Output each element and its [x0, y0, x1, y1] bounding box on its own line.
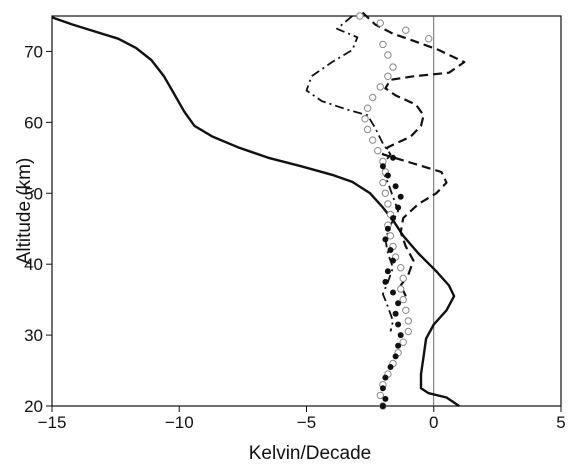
- open-circle-point: [389, 63, 397, 71]
- filled-circle-point: [397, 332, 404, 339]
- open-circle-point: [399, 295, 407, 304]
- open-circle-point: [384, 72, 392, 81]
- filled-circle-point: [384, 225, 391, 232]
- filled-circle-point: [389, 154, 396, 161]
- plot-frame: [51, 15, 562, 407]
- filled-circle-point: [382, 374, 389, 381]
- filled-circle-point: [387, 363, 394, 370]
- series-dashed-line: [361, 11, 466, 297]
- open-circle-point: [376, 19, 384, 27]
- filled-circle-point: [395, 342, 402, 349]
- y-tick-label: 70: [24, 42, 43, 61]
- filled-circle-point: [382, 395, 389, 402]
- open-circle-point: [379, 40, 387, 49]
- x-tick-label: −10: [165, 413, 194, 432]
- filled-circle-point: [379, 385, 386, 392]
- filled-circle-point: [395, 204, 402, 211]
- filled-circle-point: [395, 300, 402, 307]
- open-circle-point: [376, 391, 384, 400]
- filled-circle-point: [387, 246, 394, 253]
- open-circle-point: [386, 232, 395, 240]
- open-circle-point: [404, 327, 412, 336]
- filled-circle-point: [389, 257, 396, 264]
- y-tick-label: 20: [24, 397, 43, 416]
- open-circle-point: [376, 83, 384, 91]
- open-circle-point: [374, 147, 382, 155]
- y-tick-label: 30: [24, 326, 43, 345]
- open-circle-point: [397, 285, 405, 293]
- filled-circle-point: [384, 268, 391, 275]
- open-circle-point: [384, 51, 392, 59]
- open-circle-point: [399, 338, 407, 346]
- y-axis-title: Altitude (km): [14, 158, 35, 265]
- open-circle-point: [381, 189, 390, 198]
- open-circle-point: [379, 178, 387, 187]
- filled-circle-point: [389, 215, 396, 222]
- filled-circle-point: [384, 172, 391, 179]
- filled-circle-point: [395, 321, 402, 328]
- open-circle-point: [402, 26, 410, 34]
- open-circle-point: [404, 317, 412, 325]
- filled-circle-point: [379, 163, 386, 170]
- open-circle-point: [363, 104, 372, 112]
- x-ticks: −15 −10 −5 0 5: [38, 406, 566, 432]
- open-circle-point: [361, 115, 369, 123]
- filled-circle-point: [397, 193, 404, 200]
- y-tick-label: 40: [24, 255, 43, 274]
- open-circle-point: [425, 35, 433, 43]
- open-circle-point: [384, 200, 392, 208]
- filled-circle-point: [389, 289, 396, 296]
- y-tick-label: 60: [24, 113, 43, 132]
- x-tick-label: 5: [556, 413, 565, 432]
- filled-circle-point: [379, 402, 386, 409]
- filled-circle-point: [392, 353, 399, 360]
- series-solid-line: [51, 16, 460, 407]
- filled-circle-point: [392, 183, 399, 190]
- x-axis-title: Kelvin/Decade: [249, 443, 372, 464]
- open-circle-point: [369, 136, 377, 144]
- series-dashdot-line: [305, 15, 399, 332]
- open-circle-point: [369, 93, 377, 102]
- x-tick-label: −15: [38, 413, 67, 432]
- y-tick-label: 50: [24, 184, 43, 203]
- open-circle-point: [397, 264, 405, 272]
- y-ticks: 20 30 40 50 60 70: [24, 42, 52, 416]
- open-circle-point: [402, 306, 410, 314]
- series-layer: [51, 11, 466, 410]
- filled-circle-point: [382, 236, 389, 243]
- x-tick-label: 0: [429, 413, 438, 432]
- open-circle-point: [363, 125, 372, 134]
- filled-circle-point: [392, 310, 399, 317]
- filled-circle-point: [382, 278, 389, 285]
- open-circle-point: [356, 12, 364, 20]
- x-tick-label: −5: [297, 413, 316, 432]
- open-circle-point: [399, 274, 407, 283]
